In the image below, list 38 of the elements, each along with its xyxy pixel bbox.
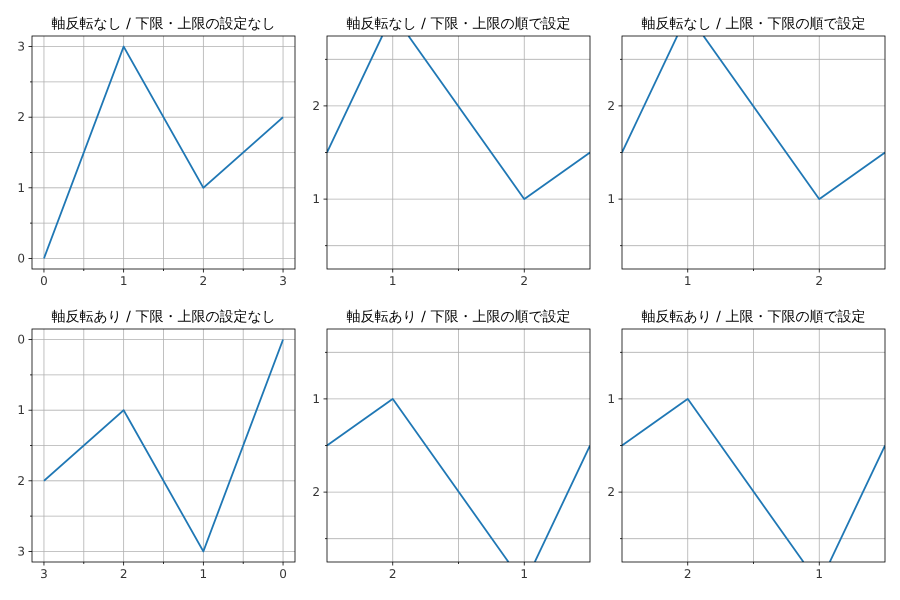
y-tick-label: 1 (312, 392, 320, 406)
chart-title: 軸反転なし / 下限・上限の順で設定 (346, 16, 570, 32)
x-tick-label: 2 (120, 567, 128, 581)
x-tick-label: 0 (279, 567, 287, 581)
y-tick-label: 1 (17, 180, 25, 195)
x-tick-label: 2 (388, 567, 397, 581)
x-tick-label: 2 (684, 567, 692, 581)
y-tick-label: 1 (607, 192, 615, 206)
y-tick-label: 0 (17, 251, 25, 266)
x-tick-label: 2 (520, 274, 528, 288)
chart-title: 軸反転なし / 下限・上限の設定なし (52, 16, 276, 32)
x-tick-label: 1 (120, 274, 128, 288)
x-tick-label: 1 (520, 567, 528, 581)
x-tick-label: 1 (815, 567, 824, 581)
y-tick-label: 3 (17, 40, 25, 54)
y-tick-label: 1 (17, 403, 25, 418)
y-tick-label: 1 (607, 392, 615, 406)
y-tick-label: 2 (17, 474, 25, 488)
y-tick-label: 2 (312, 98, 320, 113)
x-tick-label: 1 (388, 274, 397, 288)
y-tick-label: 0 (17, 332, 25, 347)
y-tick-label: 2 (607, 98, 615, 113)
x-tick-label: 3 (40, 567, 48, 581)
chart-title: 軸反転あり / 下限・上限の順で設定 (346, 309, 570, 325)
x-tick-label: 2 (200, 274, 208, 288)
y-tick-label: 2 (312, 485, 320, 500)
y-tick-label: 2 (607, 485, 615, 500)
chart-title: 軸反転あり / 上限・下限の順で設定 (642, 309, 866, 325)
chart-title: 軸反転なし / 上限・下限の順で設定 (642, 16, 866, 32)
x-tick-label: 0 (40, 274, 48, 288)
y-tick-label: 1 (312, 192, 320, 206)
x-tick-label: 2 (815, 274, 824, 288)
y-tick-label: 3 (17, 544, 25, 558)
x-tick-label: 1 (684, 274, 692, 288)
y-tick-label: 2 (17, 110, 25, 124)
chart-title: 軸反転あり / 下限・上限の設定なし (52, 309, 276, 325)
x-tick-label: 3 (279, 274, 287, 288)
x-tick-label: 1 (200, 567, 208, 581)
